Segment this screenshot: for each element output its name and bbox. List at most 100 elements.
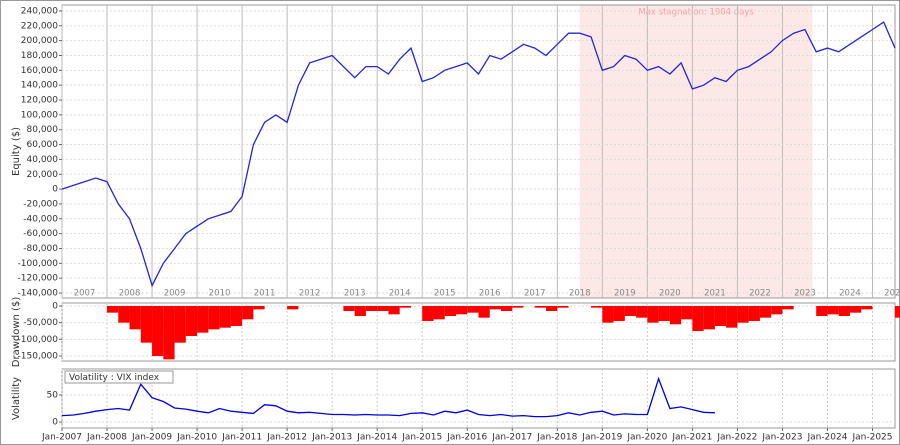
drawdown-bar <box>714 306 727 326</box>
drawdown-bar <box>895 306 900 318</box>
legend-box <box>64 370 174 384</box>
stagnation-region <box>579 5 813 298</box>
y-tick-label: 0 <box>52 418 58 428</box>
x-tick-label: Jan-2017 <box>491 433 532 443</box>
y-tick-label: 120,000 <box>21 96 58 106</box>
drawdown-bar <box>185 306 198 336</box>
drawdown-bar <box>399 306 411 308</box>
y-axis-label: Volatility <box>11 377 22 420</box>
drawdown-bar <box>287 306 299 310</box>
y-axis-label: Equity ($) <box>11 127 22 176</box>
y-tick-label: -150,000 <box>18 352 59 362</box>
x-tick-label: Jan-2010 <box>176 433 217 443</box>
y-tick-label: -80,000 <box>23 244 58 254</box>
year-label: 2025 <box>884 289 900 299</box>
x-tick-label: Jan-2009 <box>131 433 172 443</box>
drawdown-bar <box>546 306 558 311</box>
drawdown-bar <box>624 306 637 316</box>
drawdown-bar <box>140 306 153 343</box>
x-tick-label: Jan-2012 <box>266 433 307 443</box>
year-label: 2019 <box>614 289 636 299</box>
year-label: 2013 <box>344 289 366 299</box>
drawdown-bar <box>681 306 693 320</box>
y-tick-label: 240,000 <box>21 6 58 16</box>
drawdown-bar <box>377 306 389 311</box>
x-tick-label: Jan-2008 <box>86 433 127 443</box>
drawdown-bar <box>591 306 603 308</box>
y-tick-label: -50,000 <box>23 318 58 328</box>
drawdown-bar <box>388 306 400 315</box>
year-label: 2024 <box>839 289 861 299</box>
y-tick-label: 160,000 <box>21 66 58 76</box>
y-tick-label: 180,000 <box>21 51 58 61</box>
x-tick-label: Jan-2011 <box>221 433 262 443</box>
drawdown-bar <box>669 306 682 325</box>
drawdown-bar <box>197 306 209 333</box>
drawdown-bar <box>467 306 479 313</box>
y-tick-label: -40,000 <box>23 214 58 224</box>
x-tick-label: Jan-2024 <box>806 433 847 443</box>
year-label: 2007 <box>74 289 96 299</box>
drawdown-bar <box>422 306 434 321</box>
drawdown-bar <box>118 306 130 323</box>
y-tick-label: -100,000 <box>18 259 59 269</box>
drawdown-bar <box>365 306 378 311</box>
y-tick-label: -60,000 <box>23 229 58 239</box>
drawdown-bar <box>771 306 783 315</box>
drawdown-bar <box>253 306 265 310</box>
x-tick-label: Jan-2007 <box>41 433 82 443</box>
year-label: 2017 <box>524 289 546 299</box>
drawdown-bar <box>636 306 648 318</box>
year-label: 2016 <box>479 289 501 299</box>
plot-border <box>61 368 896 429</box>
y-tick-label: 140,000 <box>21 81 58 91</box>
year-label: 2023 <box>794 289 816 299</box>
y-tick-label: 80,000 <box>27 125 59 135</box>
year-label: 2021 <box>704 289 726 299</box>
stagnation-label: Max stagnation: 1904 days <box>638 8 754 18</box>
y-axis-label: Drawdown ($) <box>11 297 22 368</box>
year-label: 2018 <box>569 289 591 299</box>
y-tick-label: 100,000 <box>21 110 58 120</box>
drawdown-bar <box>129 306 141 330</box>
year-label: 2014 <box>389 289 411 299</box>
x-tick-label: Jan-2025 <box>851 433 892 443</box>
drawdown-bar <box>163 306 175 360</box>
x-tick-label: Jan-2020 <box>626 433 667 443</box>
x-tick-label: Jan-2016 <box>446 433 487 443</box>
drawdown-bar <box>208 306 220 330</box>
drawdown-bar <box>433 306 445 320</box>
y-tick-label: 0 <box>52 185 58 195</box>
drawdown-bar <box>816 306 828 316</box>
drawdown-bar <box>613 306 625 321</box>
year-label: 2015 <box>434 289 456 299</box>
year-label: 2010 <box>209 289 231 299</box>
series-line <box>61 376 715 418</box>
drawdown-bar <box>534 306 547 308</box>
drawdown-bar <box>152 306 164 356</box>
y-tick-label: 220,000 <box>21 21 58 31</box>
year-label: 2012 <box>299 289 321 299</box>
drawdown-bar <box>478 306 490 318</box>
drawdown-bar <box>501 306 513 311</box>
drawdown-bar <box>759 306 772 318</box>
year-label: 2011 <box>254 289 276 299</box>
y-tick-label: 60,000 <box>27 140 59 150</box>
x-tick-label: Jan-2022 <box>716 433 757 443</box>
drawdown-bar <box>444 306 456 316</box>
drawdown-bar <box>838 306 850 316</box>
drawdown-bar <box>242 306 254 320</box>
drawdown-bar <box>782 306 794 310</box>
drawdown-bar <box>737 306 749 323</box>
drawdown-bar <box>354 306 366 316</box>
drawdown-bar <box>512 306 524 308</box>
x-tick-label: Jan-2013 <box>311 433 352 443</box>
legend-label: Volatility : VIX index <box>69 373 160 383</box>
year-label: 2020 <box>659 289 681 299</box>
drawdown-bar <box>230 306 243 326</box>
drawdown-bar <box>343 306 355 311</box>
y-tick-label: 0 <box>52 302 58 312</box>
y-tick-label: 20,000 <box>27 170 59 180</box>
drawdown-bar <box>658 306 670 321</box>
